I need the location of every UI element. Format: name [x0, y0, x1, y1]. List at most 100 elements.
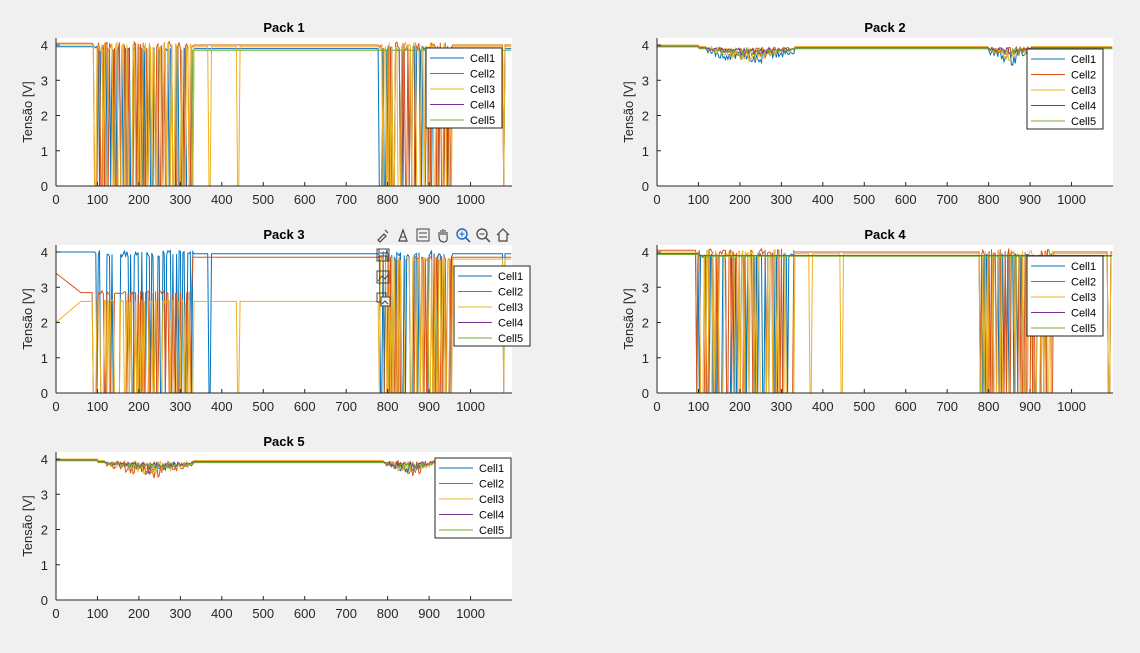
zoom-out-icon[interactable] [474, 226, 492, 244]
x-tick-label: 600 [294, 606, 316, 621]
y-tick-label: 4 [642, 245, 649, 260]
legend-entry-cell5: Cell5 [1071, 323, 1096, 335]
save-icon[interactable] [374, 246, 392, 264]
axes-toolbar [372, 224, 516, 314]
x-tick-label: 500 [853, 192, 875, 207]
x-tick-label: 700 [936, 399, 958, 414]
y-tick-label: 3 [642, 73, 649, 88]
legend-entry-cell4: Cell4 [1071, 308, 1096, 320]
legend[interactable]: Cell1 Cell2 Cell3 Cell4 Cell5 [1026, 48, 1104, 130]
x-tick-label: 600 [294, 399, 316, 414]
chart-title: Pack 2 [864, 20, 905, 35]
series-line-cell3 [56, 40, 512, 186]
x-tick-label: 700 [335, 399, 357, 414]
legend-entry-cell1: Cell1 [1071, 54, 1096, 66]
x-tick-label: 1000 [456, 606, 485, 621]
legend-entry-cell4: Cell4 [470, 100, 495, 112]
x-tick-label: 300 [771, 192, 793, 207]
copy-image-icon[interactable] [374, 290, 392, 308]
chart-title: Pack 5 [263, 434, 304, 449]
data-tips-icon[interactable] [394, 226, 412, 244]
legend-entry-cell4: Cell4 [1071, 101, 1096, 113]
legend-box [1026, 48, 1104, 130]
x-tick-label: 700 [936, 192, 958, 207]
y-axis-label: Tensão [V] [20, 495, 35, 556]
brush-icon[interactable] [374, 226, 392, 244]
x-tick-label: 900 [418, 606, 440, 621]
y-tick-label: 3 [41, 73, 48, 88]
x-tick-label: 200 [128, 399, 150, 414]
pan-hand-icon[interactable] [434, 226, 452, 244]
y-tick-label: 0 [41, 593, 48, 608]
x-tick-label: 600 [294, 192, 316, 207]
y-tick-label: 4 [642, 38, 649, 53]
x-tick-label: 0 [52, 606, 59, 621]
y-tick-label: 0 [41, 179, 48, 194]
y-axis-label: Tensão [V] [621, 81, 636, 142]
x-tick-label: 200 [729, 399, 751, 414]
y-tick-label: 3 [41, 487, 48, 502]
y-tick-label: 2 [642, 316, 649, 331]
series-line-cell2 [56, 40, 512, 186]
legend[interactable]: Cell1 Cell2 Cell3 Cell4 Cell5 [425, 47, 503, 129]
x-tick-label: 500 [252, 399, 274, 414]
legend-entry-cell5: Cell5 [479, 525, 504, 537]
legend-entry-cell1: Cell1 [479, 463, 504, 475]
x-tick-label: 900 [418, 192, 440, 207]
series-line-cell3 [657, 44, 1113, 63]
x-tick-label: 700 [335, 192, 357, 207]
series-line-cell2 [56, 253, 512, 393]
subplot-pack-1: 0 100 200 300 400 500 600 700 800 900 1000 0 1 2 3 4 Pac… [20, 20, 512, 207]
y-tick-label: 4 [41, 452, 48, 467]
y-tick-label: 1 [41, 351, 48, 366]
chart-title: Pack 3 [263, 227, 304, 242]
x-tick-label: 100 [87, 399, 109, 414]
y-tick-label: 2 [41, 316, 48, 331]
legend-toggle-icon[interactable] [414, 226, 432, 244]
x-tick-label: 700 [335, 606, 357, 621]
legend-entry-cell4: Cell4 [479, 510, 504, 522]
legend[interactable]: Cell1 Cell2 Cell3 Cell4 Cell5 [1026, 255, 1104, 337]
x-tick-label: 500 [252, 606, 274, 621]
legend-entry-cell5: Cell5 [498, 333, 523, 345]
y-tick-label: 0 [642, 179, 649, 194]
copy-figure-icon[interactable] [374, 268, 392, 286]
x-tick-label: 800 [377, 606, 399, 621]
x-tick-label: 100 [87, 192, 109, 207]
legend-entry-cell1: Cell1 [498, 271, 523, 283]
subplot-pack-3: 0 100 200 300 400 500 600 700 800 900 1000 0 1 2 3 4 Pac… [20, 227, 531, 414]
legend-entry-cell4: Cell4 [498, 318, 523, 330]
x-tick-label: 0 [52, 192, 59, 207]
legend-entry-cell3: Cell3 [1071, 292, 1096, 304]
legend[interactable]: Cell1 Cell2 Cell3 Cell4 Cell5 [434, 457, 512, 539]
x-tick-label: 200 [128, 192, 150, 207]
legend-entry-cell5: Cell5 [470, 115, 495, 127]
y-tick-label: 1 [642, 144, 649, 159]
x-tick-label: 200 [128, 606, 150, 621]
legend-entry-cell3: Cell3 [470, 84, 495, 96]
y-tick-label: 4 [41, 245, 48, 260]
legend-entry-cell2: Cell2 [1071, 70, 1096, 82]
x-tick-label: 1000 [456, 399, 485, 414]
x-tick-label: 1000 [456, 192, 485, 207]
y-axis-label: Tensão [V] [621, 288, 636, 349]
legend[interactable]: Cell1 Cell2 Cell3 Cell4 Cell5 [453, 265, 531, 347]
chart-title: Pack 1 [263, 20, 304, 35]
legend-box [453, 265, 531, 347]
legend-entry-cell3: Cell3 [479, 494, 504, 506]
x-tick-label: 1000 [1057, 399, 1086, 414]
home-restore-icon[interactable] [494, 226, 512, 244]
y-tick-label: 1 [41, 144, 48, 159]
zoom-in-icon[interactable] [454, 226, 472, 244]
legend-entry-cell2: Cell2 [470, 69, 495, 81]
x-tick-label: 400 [211, 192, 233, 207]
x-tick-label: 0 [653, 192, 660, 207]
y-tick-label: 4 [41, 38, 48, 53]
series-line-cell4 [657, 45, 1113, 57]
x-tick-label: 800 [978, 192, 1000, 207]
x-tick-label: 100 [87, 606, 109, 621]
legend-entry-cell5: Cell5 [1071, 116, 1096, 128]
y-tick-label: 3 [642, 280, 649, 295]
legend-entry-cell3: Cell3 [498, 302, 523, 314]
